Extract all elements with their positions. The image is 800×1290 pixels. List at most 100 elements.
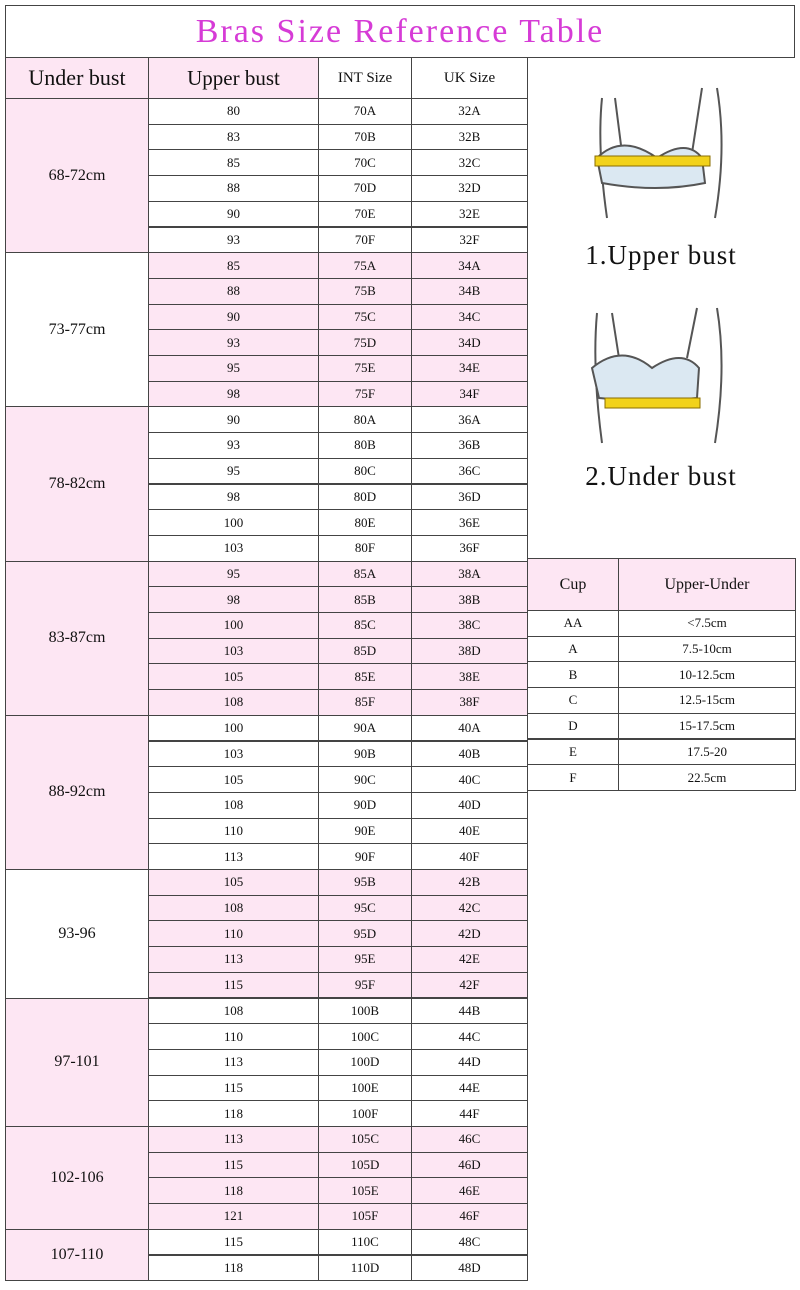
table-cell: 46F [411, 1203, 528, 1230]
table-cell: 75B [318, 277, 412, 305]
cup-cell: 7.5-10cm [618, 635, 796, 663]
table-cell: 85 [148, 149, 319, 177]
cup-cell: 10-12.5cm [618, 661, 796, 689]
table-cell: 108 [148, 894, 319, 922]
cup-header: Cup [527, 558, 619, 611]
table-cell: 70F [318, 226, 412, 254]
table-cell: 70D [318, 175, 412, 202]
table-cell: 36F [411, 534, 528, 562]
table-cell: 36D [411, 483, 528, 511]
table-cell: 85E [318, 663, 412, 691]
cup-cell: <7.5cm [618, 610, 796, 637]
table-cell: 105 [148, 663, 319, 691]
table-cell: 75C [318, 303, 412, 331]
table-cell: 90C [318, 766, 412, 793]
table-cell: 115 [148, 1151, 319, 1179]
table-cell: 118 [148, 1177, 319, 1205]
table-cell: 108 [148, 791, 319, 819]
cup-header: Upper-Under [618, 558, 796, 611]
cup-cell: E [527, 738, 619, 766]
table-cell: 95B [318, 869, 412, 896]
table-cell: 110D [318, 1254, 412, 1282]
table-header: Upper bust [148, 57, 319, 99]
table-cell: 42C [411, 894, 528, 922]
under-bust-cell: 78-82cm [5, 406, 149, 562]
table-cell: 80C [318, 457, 412, 485]
table-cell: 103 [148, 637, 319, 665]
under-bust-cell: 97-101 [5, 997, 149, 1127]
table-cell: 32D [411, 175, 528, 202]
table-cell: 75D [318, 329, 412, 356]
table-cell: 110 [148, 1023, 319, 1050]
table-cell: 113 [148, 1048, 319, 1076]
table-cell: 88 [148, 175, 319, 202]
table-cell: 83 [148, 123, 319, 151]
under-bust-cell: 83-87cm [5, 560, 149, 716]
table-cell: 70E [318, 200, 412, 228]
table-cell: 44C [411, 1023, 528, 1050]
table-cell: 113 [148, 843, 319, 870]
table-cell: 103 [148, 740, 319, 768]
table-cell: 32A [411, 98, 528, 125]
under-bust-cell: 107-110 [5, 1228, 149, 1282]
table-cell: 32B [411, 123, 528, 151]
table-cell: 40C [411, 766, 528, 793]
table-cell: 100D [318, 1048, 412, 1076]
table-cell: 93 [148, 432, 319, 459]
table-cell: 46C [411, 1126, 528, 1153]
table-cell: 75E [318, 355, 412, 382]
table-cell: 38F [411, 689, 528, 716]
table-cell: 70A [318, 98, 412, 125]
table-cell: 75A [318, 252, 412, 279]
table-cell: 115 [148, 1228, 319, 1256]
cup-cell: AA [527, 610, 619, 637]
table-cell: 80 [148, 98, 319, 125]
cup-cell: 12.5-15cm [618, 687, 796, 714]
table-cell: 95 [148, 355, 319, 382]
table-cell: 118 [148, 1100, 319, 1127]
table-cell: 85B [318, 586, 412, 613]
table-cell: 113 [148, 1126, 319, 1153]
table-cell: 70B [318, 123, 412, 151]
table-cell: 38C [411, 612, 528, 639]
table-cell: 34F [411, 380, 528, 408]
table-cell: 103 [148, 534, 319, 562]
table-cell: 113 [148, 946, 319, 973]
table-cell: 46E [411, 1177, 528, 1205]
table-cell: 93 [148, 226, 319, 254]
table-cell: 36C [411, 457, 528, 485]
table-cell: 42D [411, 920, 528, 948]
table-cell: 85A [318, 560, 412, 588]
title: Bras Size Reference Table [5, 5, 795, 58]
table-cell: 80E [318, 509, 412, 536]
table-cell: 44B [411, 997, 528, 1025]
table-cell: 105 [148, 869, 319, 896]
table-cell: 115 [148, 971, 319, 999]
table-cell: 34A [411, 252, 528, 279]
table-cell: 100E [318, 1074, 412, 1102]
table-cell: 95C [318, 894, 412, 922]
cup-cell: C [527, 687, 619, 714]
table-cell: 90B [318, 740, 412, 768]
table-cell: 108 [148, 997, 319, 1025]
table-cell: 105D [318, 1151, 412, 1179]
table-cell: 110 [148, 920, 319, 948]
cup-cell: B [527, 661, 619, 689]
table-cell: 90F [318, 843, 412, 870]
cup-cell: A [527, 635, 619, 663]
table-cell: 90 [148, 303, 319, 331]
table-cell: 44E [411, 1074, 528, 1102]
table-cell: 38A [411, 560, 528, 588]
table-cell: 38E [411, 663, 528, 691]
bust-illustration [590, 87, 723, 444]
table-cell: 95 [148, 560, 319, 588]
table-cell: 42F [411, 971, 528, 999]
table-cell: 40E [411, 817, 528, 845]
table-cell: 105 [148, 766, 319, 793]
table-cell: 115 [148, 1074, 319, 1102]
table-cell: 100C [318, 1023, 412, 1050]
table-cell: 40D [411, 791, 528, 819]
table-header: Under bust [5, 57, 149, 99]
table-cell: 95E [318, 946, 412, 973]
table-cell: 38D [411, 637, 528, 665]
